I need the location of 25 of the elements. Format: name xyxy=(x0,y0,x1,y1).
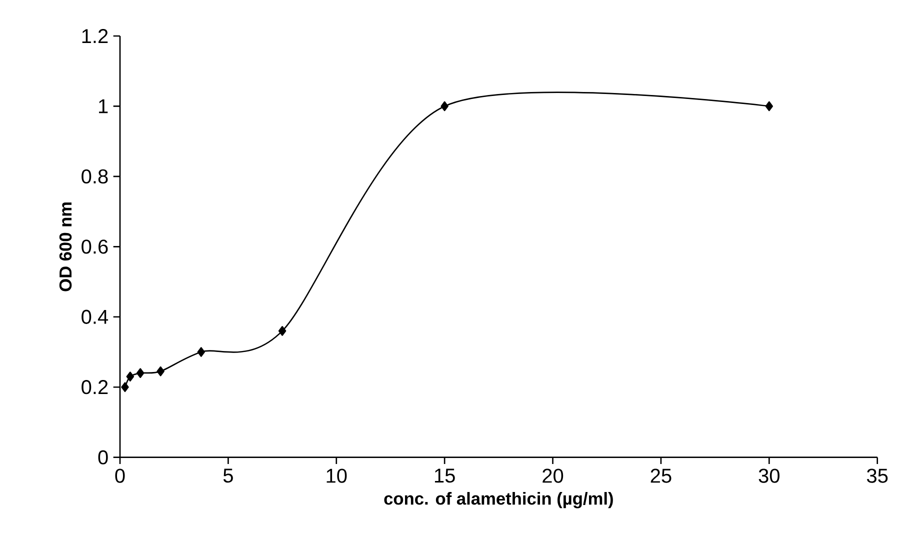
y-tick-label: 0.4 xyxy=(82,310,108,324)
x-tick-label: 20 xyxy=(542,468,564,483)
point xyxy=(765,101,774,112)
y-tick-label: 1.2 xyxy=(82,29,108,43)
x-tick-label: 25 xyxy=(650,468,672,483)
x-tick-label: 5 xyxy=(223,468,233,483)
point xyxy=(156,366,164,376)
y-tick-label: 0.8 xyxy=(82,169,108,184)
x-tick-label: 0 xyxy=(115,468,125,483)
y-tick-label: 0.2 xyxy=(82,380,108,394)
x-tick-label: 10 xyxy=(326,468,347,483)
point xyxy=(121,382,129,392)
y-tick-label: 0.6 xyxy=(82,240,108,254)
x-tick-label: 35 xyxy=(866,468,888,483)
point xyxy=(278,326,286,336)
point xyxy=(126,372,134,382)
point xyxy=(197,347,206,357)
y-tick-label: 0 xyxy=(98,450,108,464)
x-axis-title: conc. of alamethicin (µg/ml) xyxy=(384,492,613,508)
x-tick-label: 30 xyxy=(758,468,780,483)
point xyxy=(440,101,448,112)
point xyxy=(136,368,144,378)
x-tick-label: 15 xyxy=(434,468,455,483)
y-axis-title: OD 600 nm xyxy=(59,202,72,292)
y-tick-label: 1 xyxy=(99,99,108,114)
